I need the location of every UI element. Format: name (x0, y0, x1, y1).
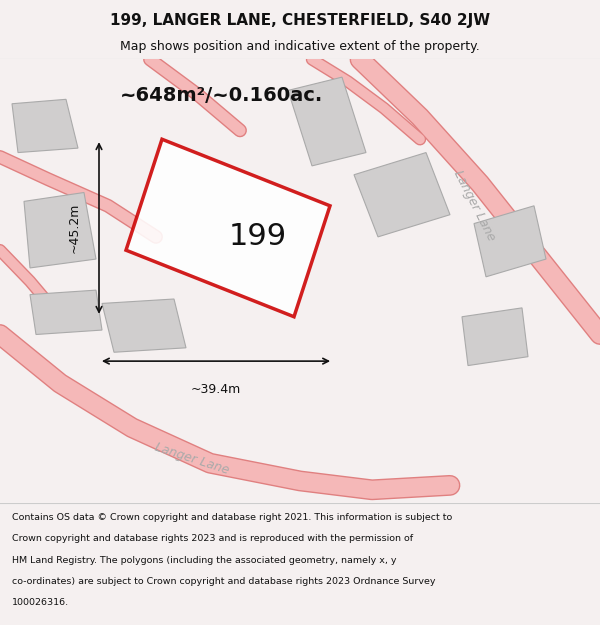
Text: ~45.2m: ~45.2m (68, 202, 81, 253)
Text: co-ordinates) are subject to Crown copyright and database rights 2023 Ordnance S: co-ordinates) are subject to Crown copyr… (12, 577, 436, 586)
Text: Map shows position and indicative extent of the property.: Map shows position and indicative extent… (120, 41, 480, 53)
Text: ~648m²/~0.160ac.: ~648m²/~0.160ac. (121, 86, 323, 105)
Text: Crown copyright and database rights 2023 and is reproduced with the permission o: Crown copyright and database rights 2023… (12, 534, 413, 543)
Text: 199, LANGER LANE, CHESTERFIELD, S40 2JW: 199, LANGER LANE, CHESTERFIELD, S40 2JW (110, 13, 490, 28)
Polygon shape (288, 77, 366, 166)
Text: 199: 199 (229, 222, 287, 251)
Polygon shape (462, 308, 528, 366)
Text: Contains OS data © Crown copyright and database right 2021. This information is : Contains OS data © Crown copyright and d… (12, 513, 452, 522)
Text: HM Land Registry. The polygons (including the associated geometry, namely x, y: HM Land Registry. The polygons (includin… (12, 556, 397, 564)
Polygon shape (126, 139, 330, 317)
Polygon shape (474, 206, 546, 277)
Polygon shape (24, 192, 96, 268)
Text: Langer Lane: Langer Lane (451, 168, 497, 243)
Text: 100026316.: 100026316. (12, 598, 69, 608)
Polygon shape (102, 299, 186, 352)
Polygon shape (30, 290, 102, 334)
Text: Langer Lane: Langer Lane (153, 441, 231, 477)
Polygon shape (354, 152, 450, 237)
Text: ~39.4m: ~39.4m (191, 383, 241, 396)
Polygon shape (12, 99, 78, 152)
